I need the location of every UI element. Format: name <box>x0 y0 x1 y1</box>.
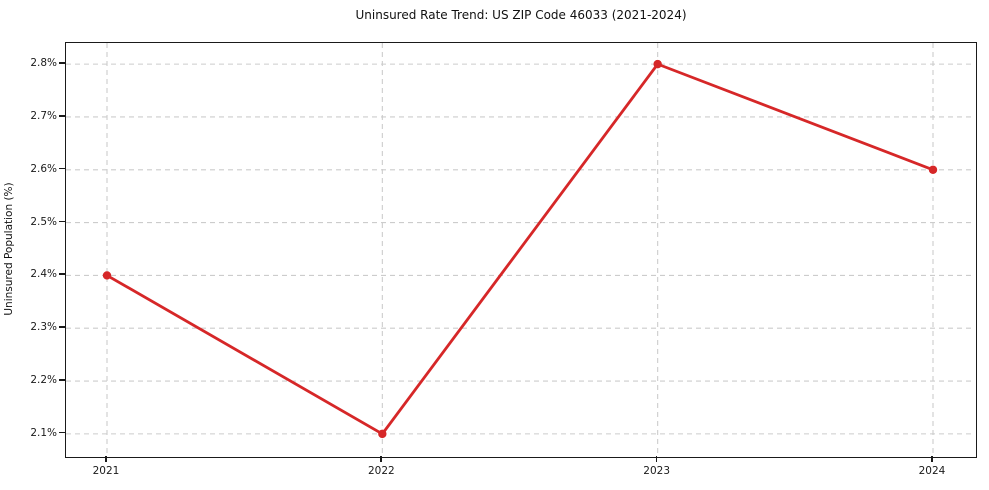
y-tick-label: 2.2% <box>30 374 57 387</box>
x-tick-mark <box>655 456 658 462</box>
x-tick-label: 2021 <box>92 465 120 477</box>
line-plot <box>66 43 974 455</box>
y-tick-label: 2.7% <box>30 109 57 122</box>
data-point-marker <box>378 429 387 439</box>
data-point-marker <box>928 165 938 174</box>
y-tick-mark <box>59 326 65 328</box>
x-tick-mark <box>105 456 107 462</box>
y-tick-mark <box>59 220 65 223</box>
x-tick-label: 2022 <box>367 465 395 477</box>
y-tick-mark <box>59 114 65 117</box>
chart-title: Uninsured Rate Trend: US ZIP Code 46033 … <box>355 8 687 22</box>
y-tick-label: 2.4% <box>30 268 57 281</box>
y-tick-mark <box>59 273 65 275</box>
x-tick-label: 2024 <box>918 465 946 477</box>
y-tick-label: 2.1% <box>30 426 57 439</box>
y-tick-label: 2.5% <box>30 215 57 228</box>
y-tick-mark <box>59 167 65 170</box>
trend-line <box>105 62 935 436</box>
data-point-marker <box>653 59 662 69</box>
x-tick-mark <box>931 456 933 462</box>
y-tick-mark <box>59 431 65 434</box>
y-tick-label: 2.3% <box>30 321 57 334</box>
y-tick-mark <box>59 379 65 381</box>
y-tick-mark <box>59 62 65 64</box>
x-tick-label: 2023 <box>643 465 671 477</box>
y-tick-label: 2.8% <box>30 57 57 70</box>
x-tick-mark <box>380 456 382 462</box>
data-point-marker <box>102 271 112 280</box>
y-tick-label: 2.6% <box>30 162 57 175</box>
plot-area <box>65 42 977 458</box>
